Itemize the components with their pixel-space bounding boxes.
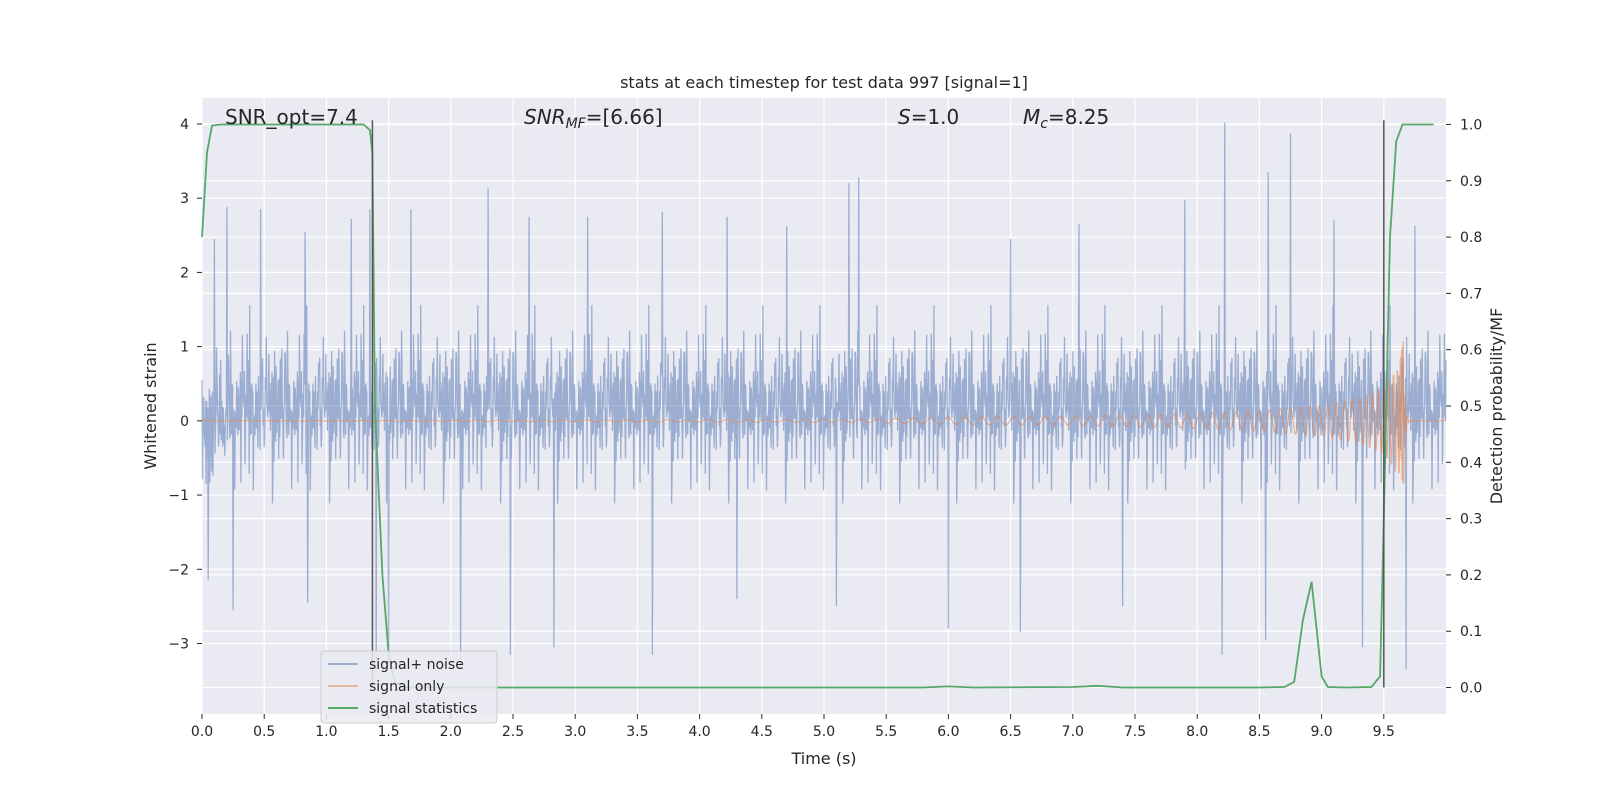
x-tick-label: 6.5 <box>999 724 1021 740</box>
annotations: SNR_opt=7.4 SNRMF=[6.66] S=1.0 Mc=8.25 <box>225 105 1109 132</box>
annotation-s-symbol: S <box>898 105 911 129</box>
y-tick-label: 0 <box>180 414 189 430</box>
right-y-tick-label: 0.0 <box>1460 681 1482 697</box>
legend-label-signal-statistics: signal statistics <box>369 701 477 717</box>
right-y-tick-label: 0.5 <box>1460 399 1482 415</box>
right-y-tick-label: 0.6 <box>1460 343 1482 359</box>
annotation-s-value: =1.0 <box>911 105 960 129</box>
annotation-s: S=1.0 <box>898 105 959 129</box>
signal-only-series <box>202 341 1446 484</box>
right-y-tick-label: 1.0 <box>1460 117 1482 133</box>
y-tick-label: 1 <box>180 340 189 356</box>
right-y-tick-label: 0.3 <box>1460 512 1482 528</box>
annotation-snr-mf-symbol: SNR <box>524 105 566 129</box>
right-y-tick-label: 0.9 <box>1460 174 1482 190</box>
x-tick-label: 9.5 <box>1373 724 1395 740</box>
x-axis-ticks: 0.0 0.5 1.0 1.5 2.0 2.5 3.0 3.5 4.0 4.5 5.0 5.5 6.0 6… <box>191 714 1395 740</box>
signal-noise-line <box>201 122 1447 674</box>
chart-title: stats at each timestep for test data 997… <box>620 73 1028 92</box>
x-tick-label: 0.0 <box>191 724 213 740</box>
signal-statistics-series <box>201 123 1434 689</box>
x-tick-label: 7.5 <box>1124 724 1146 740</box>
y-tick-label: 2 <box>180 265 189 281</box>
legend: signal+ noise signal only signal statist… <box>320 650 498 724</box>
annotation-snr-mf: SNRMF=[6.66] <box>524 105 663 132</box>
annotation-mc-subscript: c <box>1040 116 1048 132</box>
legend-label-signal-noise: signal+ noise <box>369 657 464 673</box>
vertical-markers <box>371 120 1385 688</box>
x-tick-label: 1.5 <box>377 724 399 740</box>
y-tick-label: 3 <box>180 191 189 207</box>
y-tick-label: −2 <box>168 562 189 578</box>
x-tick-label: 3.5 <box>626 724 648 740</box>
annotation-mc: Mc=8.25 <box>1023 105 1109 132</box>
x-tick-label: 0.5 <box>253 724 275 740</box>
signal-only-line <box>202 341 1446 484</box>
y-tick-label: 4 <box>180 117 189 133</box>
x-tick-label: 4.5 <box>751 724 773 740</box>
x-tick-label: 8.0 <box>1186 724 1208 740</box>
x-tick-label: 8.5 <box>1248 724 1270 740</box>
right-y-tick-label: 0.1 <box>1460 624 1482 640</box>
right-y-axis-ticks: 1.0 0.9 0.8 0.7 0.6 0.5 0.4 0.3 0.2 0.1 0.0 <box>1446 117 1482 697</box>
y-tick-label: −3 <box>168 636 189 652</box>
annotation-snr-mf-subscript: MF <box>566 116 587 132</box>
signal-noise-series <box>201 122 1447 674</box>
x-tick-label: 3.0 <box>564 724 586 740</box>
legend-box <box>320 650 498 724</box>
x-tick-label: 4.0 <box>688 724 710 740</box>
x-tick-label: 1.0 <box>315 724 337 740</box>
right-y-axis-label: Detection probability/MF <box>1487 308 1506 505</box>
legend-label-signal-only: signal only <box>369 679 444 695</box>
x-axis-label: Time (s) <box>790 749 856 768</box>
x-tick-label: 2.0 <box>440 724 462 740</box>
signal-statistics-line <box>201 123 1434 689</box>
y-axis-label: Whitened strain <box>141 342 160 469</box>
annotation-snr-mf-value: =[6.66] <box>586 105 663 129</box>
x-tick-label: 5.0 <box>813 724 835 740</box>
y-axis-ticks: 4 3 2 1 0 −1 −2 −3 <box>168 117 202 652</box>
right-y-tick-label: 0.8 <box>1460 230 1482 246</box>
x-tick-label: 6.0 <box>937 724 959 740</box>
right-y-tick-label: 0.7 <box>1460 286 1482 302</box>
right-y-tick-label: 0.4 <box>1460 455 1482 471</box>
annotation-mc-symbol: M <box>1023 105 1040 129</box>
right-y-tick-label: 0.2 <box>1460 568 1482 584</box>
annotation-mc-value: =8.25 <box>1048 105 1109 129</box>
annotation-snr-opt: SNR_opt=7.4 <box>225 105 358 129</box>
x-tick-label: 9.0 <box>1310 724 1332 740</box>
x-tick-label: 7.0 <box>1062 724 1084 740</box>
x-tick-label: 2.5 <box>502 724 524 740</box>
y-tick-label: −1 <box>168 488 189 504</box>
x-tick-label: 5.5 <box>875 724 897 740</box>
